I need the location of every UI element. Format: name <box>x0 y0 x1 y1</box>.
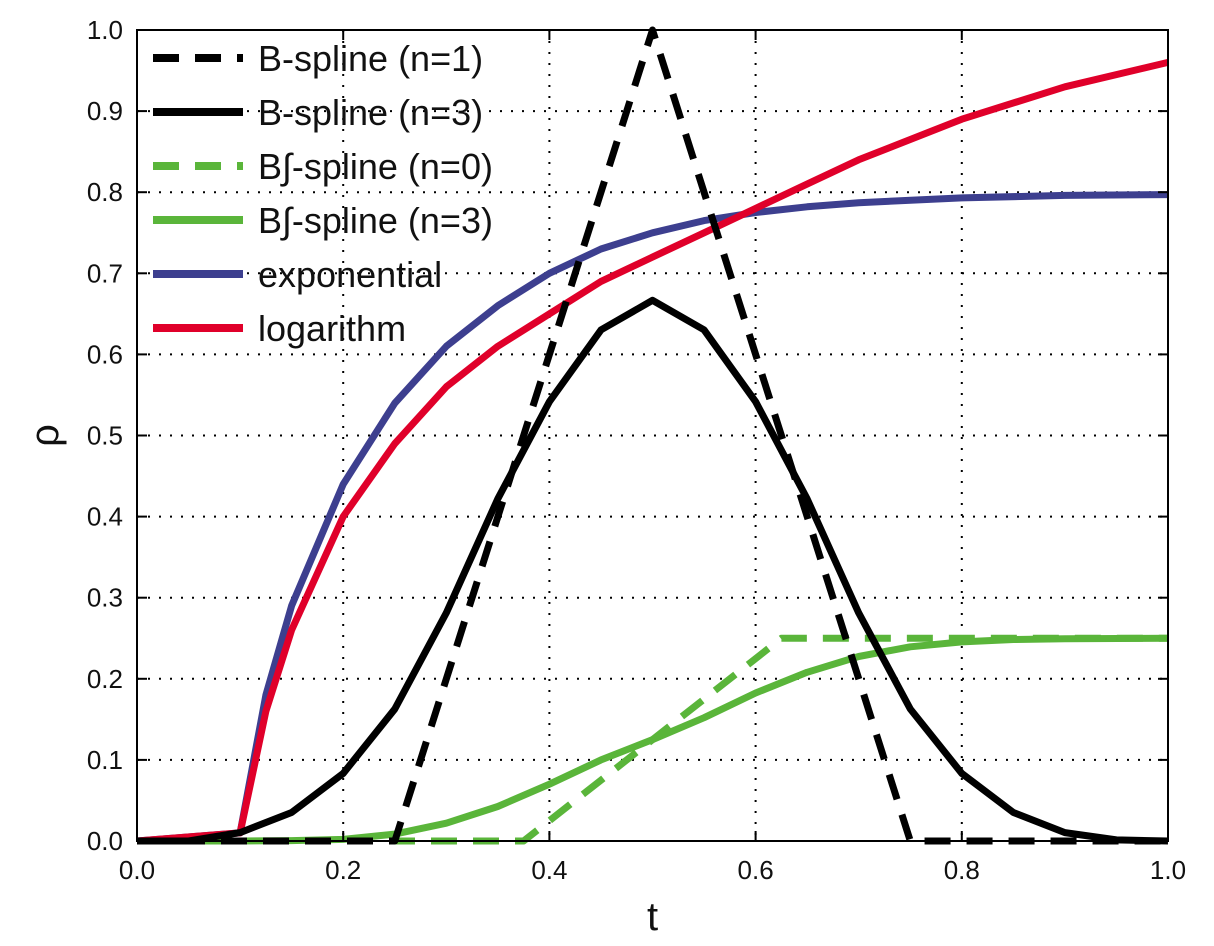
series-line-6 <box>136 58 1169 845</box>
y-tick-label: 0.6 <box>87 339 123 369</box>
x-tick-label: 1.0 <box>1150 855 1186 885</box>
series-line-5 <box>136 191 1169 845</box>
y-tick-label: 0.5 <box>87 421 123 451</box>
x-tick-label: 0.8 <box>944 855 980 885</box>
x-tick-label: 0.4 <box>531 855 567 885</box>
legend-label-3: B∫-spline (n=0) <box>258 146 493 187</box>
legend-label-2: B-spline (n=3) <box>258 92 483 133</box>
legend-label-5: exponential <box>258 254 442 295</box>
legend-label-1: B-spline (n=1) <box>258 38 483 79</box>
series-line-2 <box>137 296 1169 845</box>
y-tick-label: 0.3 <box>87 583 123 613</box>
y-tick-label: 0.1 <box>87 745 123 775</box>
y-tick-label: 0.2 <box>87 664 123 694</box>
x-tick-label: 0.2 <box>325 855 361 885</box>
x-tick-label: 0.6 <box>738 855 774 885</box>
legend: B-spline (n=1) B-spline (n=3) B∫-spline (n… <box>153 38 493 349</box>
x-tick-label: 0.0 <box>119 855 155 885</box>
x-tick-labels: 0.0 0.2 0.4 0.6 0.8 1.0 <box>119 855 1186 885</box>
y-tick-label: 0.0 <box>87 826 123 856</box>
y-tick-label: 0.8 <box>87 177 123 207</box>
y-tick-labels: 0.0 0.1 0.2 0.3 0.4 0.5 0.6 0.7 0.8 0.9 1.0 <box>87 15 123 856</box>
y-tick-label: 1.0 <box>87 15 123 45</box>
tick-marks <box>136 29 1169 842</box>
y-tick-label: 0.9 <box>87 96 123 126</box>
y-axis-label: ρ <box>23 424 67 447</box>
legend-label-6: logarithm <box>258 308 406 349</box>
y-tick-label: 0.4 <box>87 502 123 532</box>
legend-label-4: B∫-spline (n=3) <box>258 200 493 241</box>
y-tick-label: 0.7 <box>87 258 123 288</box>
x-axis-label: t <box>647 895 658 939</box>
